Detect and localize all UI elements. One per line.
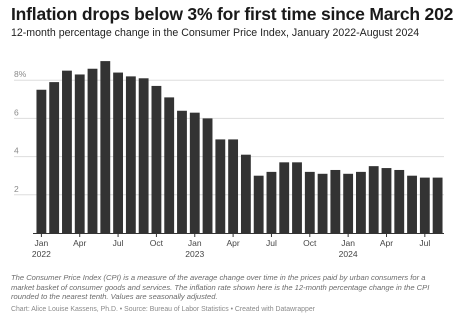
bar [189,112,200,233]
bar [253,175,264,233]
y-tick-label: 2 [14,184,19,194]
bar [100,61,111,233]
x-tick-label: Apr [73,238,86,248]
x-tick-label: Jan [188,238,202,248]
chart-subtitle: 12-month percentage change in the Consum… [11,27,420,39]
bar [279,162,290,233]
x-tick-label: Jan [35,238,49,248]
x-tick-label: Jul [113,238,124,248]
y-tick-label: 6 [14,107,19,117]
x-tick-label: Oct [150,238,164,248]
bar [87,68,98,234]
bar [177,110,187,233]
chart-title: Inflation drops below 3% for first time … [11,4,453,24]
bar [330,169,341,233]
bar [381,168,392,233]
bars [36,61,443,234]
bar [266,171,277,233]
bar [394,169,405,233]
bar [74,74,85,233]
chart-notes: The Consumer Price Index (CPI) is a meas… [11,273,430,302]
bar [215,139,226,233]
x-tick-label: Jan [341,238,355,248]
bar [432,177,443,233]
bar [202,118,213,233]
x-tick-label: Jul [266,238,277,248]
chart-byline: Chart: Alice Louise Kassens, Ph.D. • Sou… [11,306,315,313]
y-tick-label: 4 [14,146,19,156]
bar [407,175,417,233]
bar [113,72,123,233]
bar [292,162,302,233]
bar [228,139,239,233]
bar [419,177,430,233]
x-tick-label: Apr [226,238,239,248]
bar [343,173,354,233]
y-tick-label: 8% [14,69,27,79]
x-tick-label: Apr [380,238,393,248]
x-tick-year-label: 2022 [32,249,51,259]
bar [36,89,47,233]
bar [356,171,366,233]
x-tick-year-label: 2023 [185,249,204,259]
bar [125,76,136,233]
bar [368,166,379,233]
bar [164,97,175,233]
x-tick-year-label: 2024 [339,249,358,259]
bar [151,85,162,234]
bar [138,78,149,233]
x-tick-label: Jul [419,238,430,248]
bar [62,70,72,234]
bar [49,82,60,233]
bar [304,171,315,233]
x-tick-label: Oct [303,238,317,248]
bar [317,173,328,233]
bar [240,154,251,233]
